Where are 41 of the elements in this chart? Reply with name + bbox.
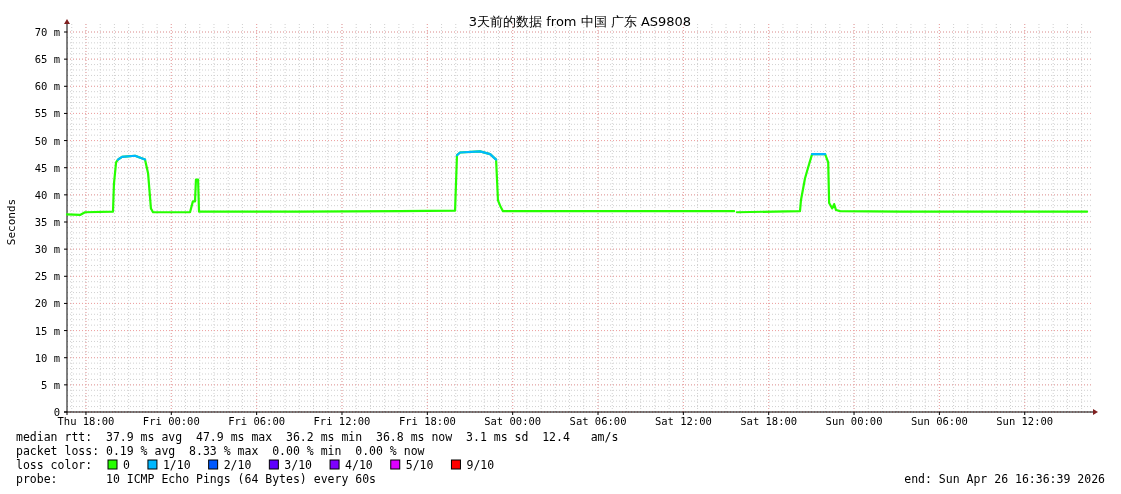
x-tick-label: Sat 18:00: [740, 415, 798, 427]
legend-label: 5/10: [405, 458, 434, 472]
y-tick-label: 40 m: [34, 188, 60, 201]
y-tick-label: 50 m: [34, 134, 60, 147]
y-axis-title: Seconds: [5, 198, 18, 246]
text: packet loss: 0.19 % avg 8.33 % max 0.00 % min 0.00 % now: [16, 444, 425, 458]
x-tick-label: Fri 18:00: [398, 415, 456, 427]
x-tick-label: Sat 06:00: [569, 415, 627, 427]
y-tick-label: 0: [53, 406, 60, 418]
y-tick-label: 55 m: [34, 107, 60, 120]
y-tick-label: 35 m: [34, 216, 60, 228]
x-tick-label: Sat 00:00: [484, 415, 542, 427]
y-tick-label: 30 m: [34, 243, 60, 256]
x-tick-label: Sun 00:00: [825, 415, 883, 427]
x-tick-label: Sat 12:00: [654, 415, 712, 427]
y-tick-label: 60 m: [34, 80, 60, 93]
x-tick-label: Thu 18:00: [57, 415, 115, 427]
y-tick-label: 15 m: [34, 324, 60, 337]
x-tick-label: Sun 12:00: [996, 415, 1054, 427]
legend-label: 4/10: [345, 458, 373, 472]
legend-label: 3/10: [284, 458, 313, 472]
legend-label: 1/10: [162, 458, 191, 472]
y-tick-label: 5 m: [41, 378, 60, 391]
text: median rtt: 37.9 ms avg 47.9 ms max 36.2 ms min 36.8 ms now 3.1 ms sd 12.4 am/s: [16, 430, 619, 444]
y-tick-label: 65 m: [34, 53, 60, 66]
x-tick-label: Fri 00:00: [142, 415, 200, 427]
legend-label: 9/10: [466, 458, 495, 472]
text: probe: 10 ICMP Echo Pings (64 Bytes) every 60s: [16, 472, 377, 486]
y-tick-label: 20 m: [34, 297, 60, 310]
legend-label: 0: [123, 458, 130, 472]
legend-title: loss color:: [16, 458, 93, 472]
text: end: Sun Apr 26 16:36:39 2026: [904, 472, 1106, 486]
y-tick-label: 70 m: [34, 26, 60, 38]
legend-label: 2/10: [223, 458, 252, 472]
x-tick-label: Fri 06:00: [228, 415, 286, 427]
x-tick-label: Fri 12:00: [313, 415, 371, 427]
x-tick-label: Sun 06:00: [910, 415, 968, 427]
chart-title: 3天前的数据 from 中国 广东 AS9808: [468, 14, 692, 29]
y-tick-label: 10 m: [34, 351, 60, 364]
y-tick-label: 45 m: [34, 161, 60, 174]
y-tick-label: 25 m: [34, 270, 60, 283]
